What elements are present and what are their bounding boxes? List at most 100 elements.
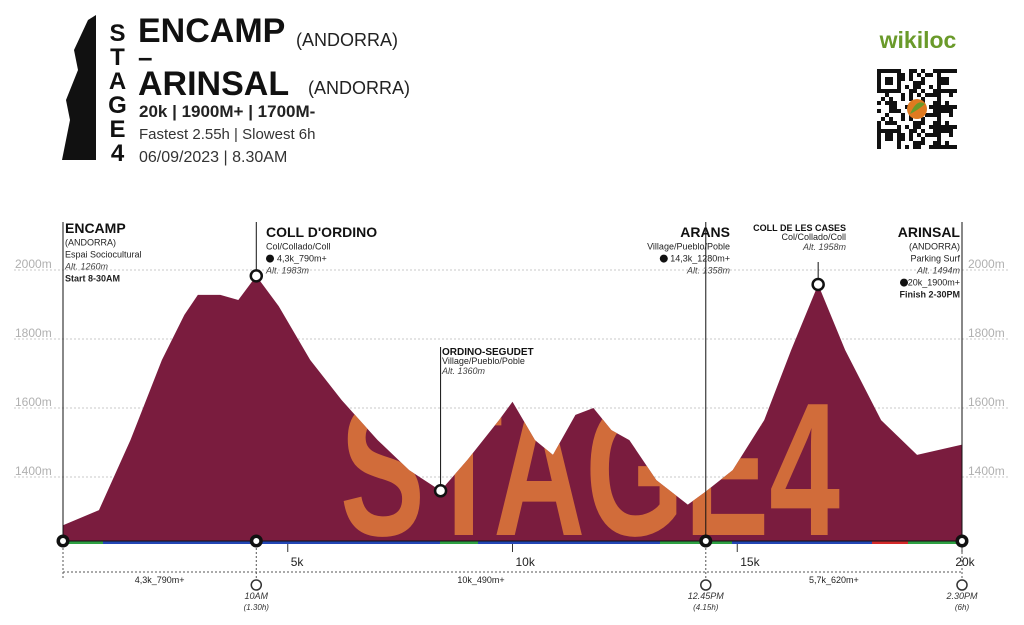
- qr-cell: [925, 133, 929, 137]
- qr-cell: [937, 93, 941, 97]
- qr-cell: [949, 113, 953, 117]
- qr-cell: [945, 109, 949, 113]
- qr-cell: [881, 89, 885, 93]
- qr-cell: [937, 105, 941, 109]
- qr-cell: [885, 133, 889, 137]
- watermark: STAGE4: [340, 364, 840, 576]
- waypoint-info: 14,3k_1280m+: [670, 254, 730, 264]
- qr-cell: [937, 125, 941, 129]
- qr-cell: [949, 109, 953, 113]
- qr-cell: [881, 117, 885, 121]
- y-tick-label: 2000m: [15, 257, 52, 271]
- time-range: Fastest 2.55h | Slowest 6h: [139, 126, 316, 143]
- qr-cell: [913, 145, 917, 149]
- qr-cell: [893, 105, 897, 109]
- waypoint-info: Col/Collado/Coll: [781, 232, 846, 242]
- qr-cell: [933, 141, 937, 145]
- qr-cell: [941, 105, 945, 109]
- qr-cell: [909, 133, 913, 137]
- qr-cell: [925, 93, 929, 97]
- qr-cell: [937, 77, 941, 81]
- qr-cell: [913, 85, 917, 89]
- stop-marker-inner: [959, 538, 965, 544]
- qr-cell: [933, 93, 937, 97]
- qr-cell: [877, 101, 881, 105]
- qr-cell: [897, 137, 901, 141]
- qr-cell: [945, 129, 949, 133]
- qr-cell: [909, 69, 913, 73]
- waypoint-info: Village/Pueblo/Poble: [442, 356, 525, 366]
- qr-cell: [921, 121, 925, 125]
- qr-cell: [909, 77, 913, 81]
- qr-cell: [909, 93, 913, 97]
- qr-cell: [941, 129, 945, 133]
- qr-cell: [885, 137, 889, 141]
- qr-cell: [929, 125, 933, 129]
- qr-cell: [877, 89, 881, 93]
- qr-cell: [917, 93, 921, 97]
- qr-cell: [949, 145, 953, 149]
- segment-label: 4,3k_790m+: [135, 575, 185, 585]
- stats: 20k | 1900M+ | 1700M-: [139, 102, 315, 121]
- waypoint-info: Alt. 1260m: [64, 262, 109, 272]
- country-from: (ANDORRA): [296, 30, 398, 50]
- qr-cell: [889, 133, 893, 137]
- qr-cell: [933, 125, 937, 129]
- qr-cell: [937, 73, 941, 77]
- qr-cell: [917, 85, 921, 89]
- qr-cell: [917, 141, 921, 145]
- y-tick-label: 1800m: [15, 326, 52, 340]
- qr-cell: [909, 117, 913, 121]
- qr-cell: [925, 113, 929, 117]
- qr-cell: [913, 121, 917, 125]
- y-tick-label-right: 2000m: [968, 257, 1005, 271]
- qr-cell: [889, 81, 893, 85]
- waypoint-info: Col/Collado/Coll: [266, 242, 331, 252]
- qr-cell: [917, 81, 921, 85]
- qr-cell: [949, 105, 953, 109]
- x-tick-label: 20k: [955, 555, 975, 569]
- waypoint-name: COLL DE LES CASES: [753, 223, 846, 233]
- qr-cell: [937, 109, 941, 113]
- waypoint-info: Alt. 1494m: [916, 266, 961, 276]
- arrival-time: 12.45PM: [688, 591, 725, 601]
- qr-cell: [909, 129, 913, 133]
- qr-cell: [937, 129, 941, 133]
- qr-cell: [897, 81, 901, 85]
- qr-cell: [877, 129, 881, 133]
- qr-cell: [885, 69, 889, 73]
- elapsed-time: (1.30h): [244, 603, 270, 612]
- qr-cell: [877, 69, 881, 73]
- qr-cell: [929, 145, 933, 149]
- info-icon: [659, 254, 668, 263]
- qr-cell: [929, 93, 933, 97]
- title-to: ARINSAL: [138, 65, 289, 103]
- elevation-area: [63, 275, 962, 541]
- qr-cell: [905, 85, 909, 89]
- qr-cell: [889, 89, 893, 93]
- qr-cell: [893, 109, 897, 113]
- waypoint-name: ARINSAL: [898, 224, 961, 240]
- profile-marker: [249, 269, 264, 283]
- clock-icon: [250, 579, 263, 591]
- qr-cell: [929, 85, 933, 89]
- qr-cell: [877, 73, 881, 77]
- qr-cell: [933, 101, 937, 105]
- qr-cell: [933, 145, 937, 149]
- qr-cell: [881, 129, 885, 133]
- qr-cell: [893, 89, 897, 93]
- waypoint-info: (ANDORRA): [65, 238, 116, 248]
- qr-cell: [885, 81, 889, 85]
- qr-cell: [881, 69, 885, 73]
- qr-cell: [941, 89, 945, 93]
- waypoint-info: Espai Sociocultural: [65, 250, 142, 260]
- qr-cell: [921, 137, 925, 141]
- qr-cell: [941, 81, 945, 85]
- y-tick-label-right: 1600m: [968, 395, 1005, 409]
- waypoint-info: Alt. 1360m: [441, 366, 486, 376]
- qr-cell: [897, 109, 901, 113]
- profile-marker: [811, 277, 825, 292]
- qr-cell: [933, 69, 937, 73]
- title-dash: –: [138, 42, 152, 72]
